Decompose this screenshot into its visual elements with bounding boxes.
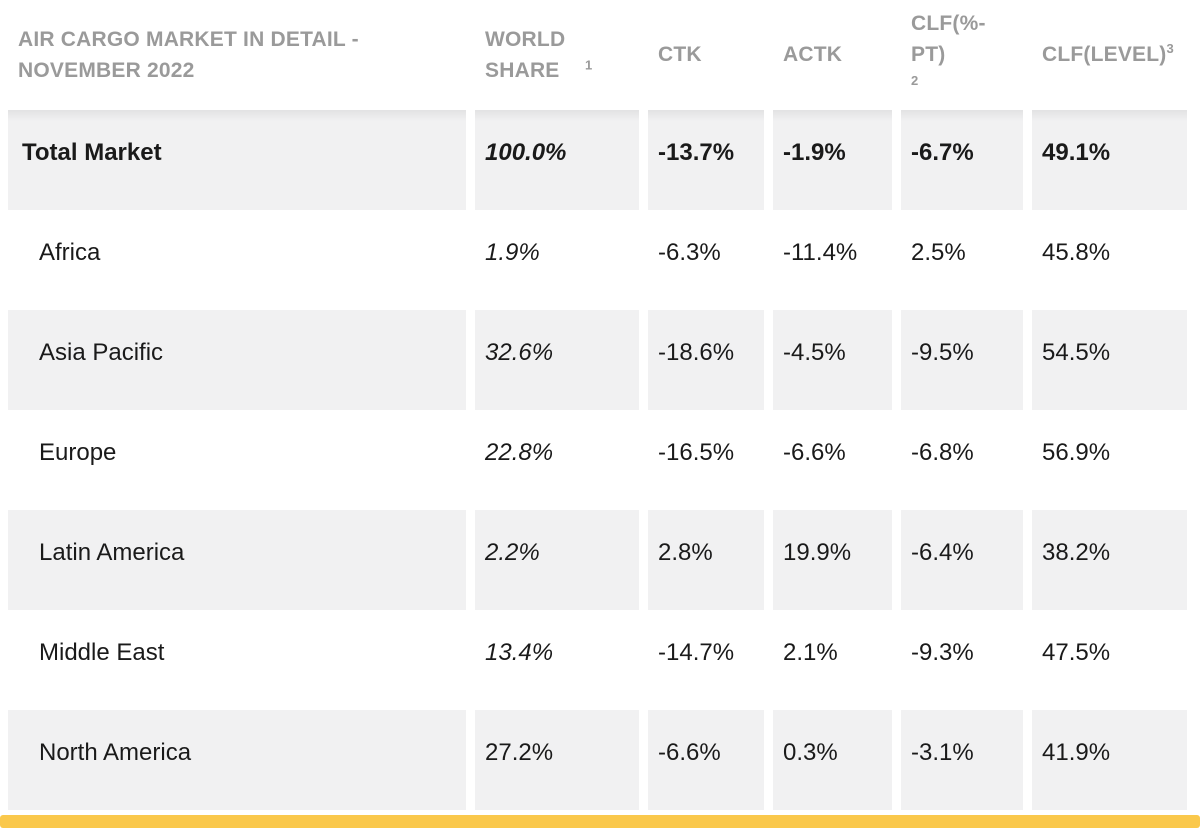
ctk-value: -6.6% <box>648 710 764 810</box>
clf-pct-pt-value: -3.1% <box>901 710 1023 810</box>
bottom-accent-bar <box>0 815 1200 828</box>
table-row-africa: Africa 1.9% -6.3% -11.4% 2.5% 45.8% <box>0 210 1200 310</box>
region-label: Europe <box>8 410 466 510</box>
col-header-actk: ACTK <box>773 0 892 110</box>
footnote-marker-3: 3 <box>1166 41 1174 57</box>
ctk-value: -13.7% <box>648 110 764 210</box>
actk-value: -1.9% <box>773 110 892 210</box>
col-header-actk-label: ACTK <box>783 43 843 67</box>
actk-value: -11.4% <box>773 210 892 310</box>
world-share-value: 27.2% <box>475 710 639 810</box>
actk-value: -4.5% <box>773 310 892 410</box>
clf-pct-pt-value: -6.8% <box>901 410 1023 510</box>
actk-value: -6.6% <box>773 410 892 510</box>
table-title-text: AIR CARGO MARKET IN DETAIL - NOVEMBER 20… <box>18 27 359 83</box>
actk-value: 0.3% <box>773 710 892 810</box>
ctk-value: 2.8% <box>648 510 764 610</box>
region-label: North America <box>8 710 466 810</box>
clf-level-value: 45.8% <box>1032 210 1187 310</box>
table-row-asia-pacific: Asia Pacific 32.6% -18.6% -4.5% -9.5% 54… <box>0 310 1200 410</box>
col-header-clf-pct-pt-label: CLF(%-PT) <box>911 11 986 67</box>
clf-level-value: 41.9% <box>1032 710 1187 810</box>
col-header-world-share: WORLD SHARE 1 <box>475 0 639 110</box>
clf-pct-pt-value: -9.3% <box>901 610 1023 710</box>
col-header-ctk: CTK <box>648 0 764 110</box>
table-row-middle-east: Middle East 13.4% -14.7% 2.1% -9.3% 47.5… <box>0 610 1200 710</box>
table-row-europe: Europe 22.8% -16.5% -6.6% -6.8% 56.9% <box>0 410 1200 510</box>
col-header-clf-pct-pt: CLF(%-PT) 2 <box>901 0 1023 110</box>
clf-level-value: 54.5% <box>1032 310 1187 410</box>
footnote-marker-2: 2 <box>911 72 919 88</box>
world-share-value: 22.8% <box>475 410 639 510</box>
col-header-ctk-label: CTK <box>658 43 702 67</box>
region-label: Latin America <box>8 510 466 610</box>
region-label: Africa <box>8 210 466 310</box>
table-row-latin-america: Latin America 2.2% 2.8% 19.9% -6.4% 38.2… <box>0 510 1200 610</box>
clf-level-value: 49.1% <box>1032 110 1187 210</box>
footnote-marker-1: 1 <box>585 57 593 72</box>
clf-pct-pt-value: -6.4% <box>901 510 1023 610</box>
world-share-value: 100.0% <box>475 110 639 210</box>
ctk-value: -18.6% <box>648 310 764 410</box>
clf-pct-pt-value: -6.7% <box>901 110 1023 210</box>
actk-value: 2.1% <box>773 610 892 710</box>
clf-level-value: 38.2% <box>1032 510 1187 610</box>
col-header-world-share-label: WORLD SHARE <box>485 27 566 83</box>
region-label: Middle East <box>8 610 466 710</box>
col-header-clf-level: CLF(LEVEL)3 <box>1032 0 1187 110</box>
region-label: Asia Pacific <box>8 310 466 410</box>
world-share-value: 13.4% <box>475 610 639 710</box>
table-title: AIR CARGO MARKET IN DETAIL - NOVEMBER 20… <box>8 0 466 110</box>
table-row-total-market: Total Market 100.0% -13.7% -1.9% -6.7% 4… <box>0 110 1200 210</box>
table-header-row: AIR CARGO MARKET IN DETAIL - NOVEMBER 20… <box>0 0 1200 110</box>
clf-level-value: 47.5% <box>1032 610 1187 710</box>
col-header-clf-level-label: CLF(LEVEL) <box>1042 43 1167 67</box>
ctk-value: -14.7% <box>648 610 764 710</box>
ctk-value: -6.3% <box>648 210 764 310</box>
clf-pct-pt-value: 2.5% <box>901 210 1023 310</box>
world-share-value: 2.2% <box>475 510 639 610</box>
region-label: Total Market <box>8 110 466 210</box>
clf-pct-pt-value: -9.5% <box>901 310 1023 410</box>
world-share-value: 32.6% <box>475 310 639 410</box>
world-share-value: 1.9% <box>475 210 639 310</box>
actk-value: 19.9% <box>773 510 892 610</box>
ctk-value: -16.5% <box>648 410 764 510</box>
clf-level-value: 56.9% <box>1032 410 1187 510</box>
table-row-north-america: North America 27.2% -6.6% 0.3% -3.1% 41.… <box>0 710 1200 810</box>
